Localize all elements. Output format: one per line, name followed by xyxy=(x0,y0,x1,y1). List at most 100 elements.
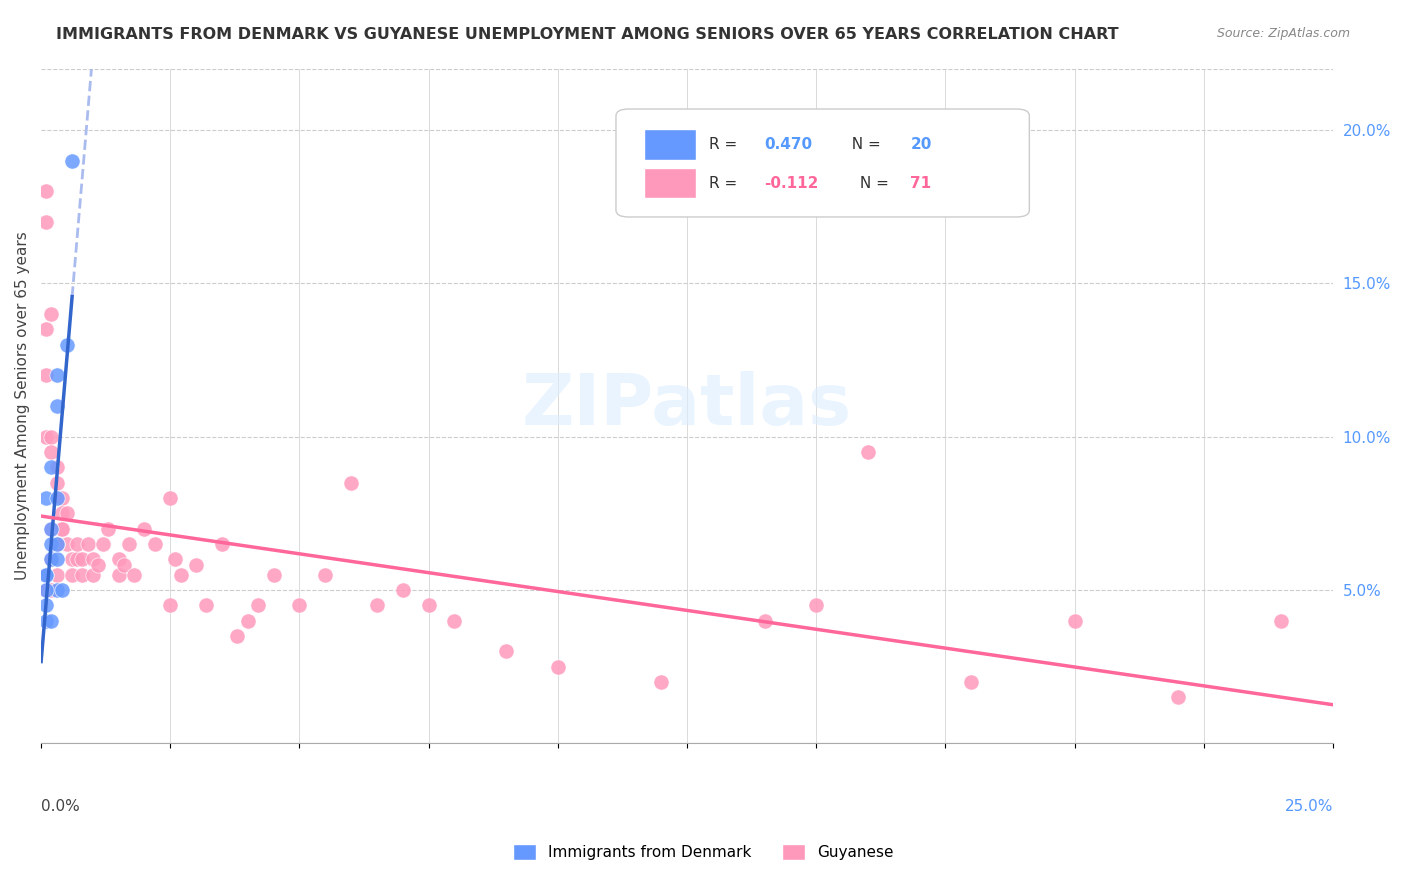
Point xyxy=(56,506,79,520)
Point xyxy=(41,614,63,628)
Point xyxy=(856,445,879,459)
Point xyxy=(45,567,67,582)
Point xyxy=(35,567,58,582)
Text: IMMIGRANTS FROM DENMARK VS GUYANESE UNEMPLOYMENT AMONG SENIORS OVER 65 YEARS COR: IMMIGRANTS FROM DENMARK VS GUYANESE UNEM… xyxy=(56,27,1119,42)
Legend: Immigrants from Denmark, Guyanese: Immigrants from Denmark, Guyanese xyxy=(506,838,900,866)
Point xyxy=(41,429,63,443)
Text: 0.470: 0.470 xyxy=(765,136,813,152)
Bar xyxy=(644,129,696,160)
Point xyxy=(391,582,413,597)
Point xyxy=(41,537,63,551)
Point xyxy=(51,582,73,597)
Point xyxy=(35,567,58,582)
Point xyxy=(159,599,181,613)
Point xyxy=(340,475,363,490)
Point xyxy=(35,582,58,597)
Point xyxy=(547,659,569,673)
Point xyxy=(45,537,67,551)
Point xyxy=(35,322,58,336)
Point xyxy=(143,537,166,551)
Point xyxy=(236,614,259,628)
Text: ZIPatlas: ZIPatlas xyxy=(522,371,852,441)
Text: 71: 71 xyxy=(911,176,932,191)
Point xyxy=(45,552,67,566)
Point xyxy=(41,522,63,536)
Point xyxy=(45,582,67,597)
Text: N =: N = xyxy=(842,136,886,152)
Point xyxy=(45,537,67,551)
Point xyxy=(35,429,58,443)
Y-axis label: Unemployment Among Seniors over 65 years: Unemployment Among Seniors over 65 years xyxy=(15,232,30,581)
Point xyxy=(418,599,440,613)
Point xyxy=(211,537,233,551)
Point xyxy=(35,184,58,198)
Point xyxy=(263,567,285,582)
Point xyxy=(35,614,58,628)
Point xyxy=(56,337,79,351)
Bar xyxy=(644,168,696,198)
Point xyxy=(45,475,67,490)
Point xyxy=(60,567,83,582)
Point xyxy=(51,522,73,536)
Point xyxy=(754,614,776,628)
Point xyxy=(118,537,141,551)
Point xyxy=(122,567,145,582)
Point xyxy=(97,522,120,536)
Point xyxy=(72,567,94,582)
Point xyxy=(45,537,67,551)
Point xyxy=(56,537,79,551)
Point xyxy=(41,445,63,459)
Point xyxy=(226,629,249,643)
Point xyxy=(91,537,114,551)
Point xyxy=(35,582,58,597)
Point xyxy=(165,552,187,566)
Point xyxy=(41,582,63,597)
Point xyxy=(35,567,58,582)
Point xyxy=(41,460,63,475)
Point xyxy=(41,552,63,566)
Point xyxy=(76,537,98,551)
Text: N =: N = xyxy=(855,176,894,191)
Point xyxy=(82,552,104,566)
Text: 0.0%: 0.0% xyxy=(41,798,80,814)
FancyBboxPatch shape xyxy=(616,109,1029,217)
Point xyxy=(51,522,73,536)
Point xyxy=(1063,614,1085,628)
Point xyxy=(60,153,83,168)
Point xyxy=(1270,614,1292,628)
Text: Source: ZipAtlas.com: Source: ZipAtlas.com xyxy=(1216,27,1350,40)
Point xyxy=(41,307,63,321)
Text: 25.0%: 25.0% xyxy=(1285,798,1333,814)
Point xyxy=(169,567,191,582)
Point xyxy=(45,460,67,475)
Point xyxy=(45,491,67,505)
Point xyxy=(35,368,58,383)
Point xyxy=(495,644,517,658)
Point xyxy=(35,491,58,505)
Point xyxy=(87,558,110,573)
Point xyxy=(35,215,58,229)
Point xyxy=(112,558,135,573)
Point xyxy=(51,491,73,505)
Point xyxy=(247,599,270,613)
Point xyxy=(41,522,63,536)
Point xyxy=(66,552,89,566)
Text: R =: R = xyxy=(709,176,742,191)
Point xyxy=(443,614,465,628)
Point xyxy=(35,599,58,613)
Text: -0.112: -0.112 xyxy=(765,176,818,191)
Point xyxy=(184,558,207,573)
Point xyxy=(195,599,218,613)
Point xyxy=(107,552,129,566)
Point xyxy=(806,599,828,613)
Point xyxy=(72,552,94,566)
Point xyxy=(1167,690,1189,705)
Text: 20: 20 xyxy=(911,136,932,152)
Point xyxy=(41,552,63,566)
Point xyxy=(51,506,73,520)
Point xyxy=(366,599,388,613)
Point xyxy=(314,567,336,582)
Point xyxy=(134,522,156,536)
Point xyxy=(45,368,67,383)
Point xyxy=(60,552,83,566)
